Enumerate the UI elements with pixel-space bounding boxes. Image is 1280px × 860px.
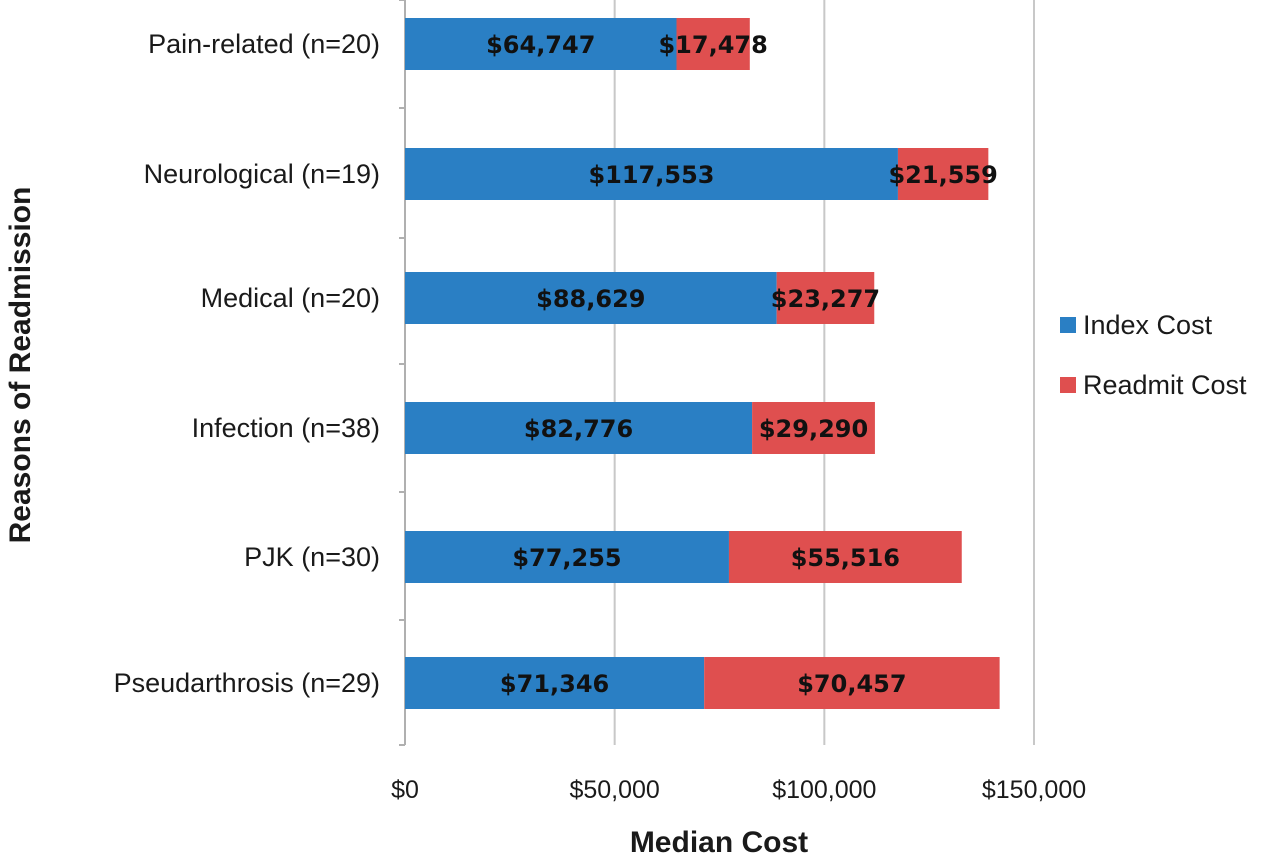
data-label: $23,277 <box>771 285 880 313</box>
category-label: Infection (n=38) <box>192 413 380 443</box>
legend-swatch <box>1060 317 1076 333</box>
legend-swatch <box>1060 377 1076 393</box>
bar-index-cost <box>405 402 753 454</box>
bar-readmit-cost <box>897 148 989 200</box>
bars: $64,747 $17,478 $117,553 $21,559 $88,629 $23,… <box>405 18 1000 709</box>
x-axis-title: Median Cost <box>630 826 808 859</box>
bar-index-cost <box>405 272 777 324</box>
legend-label: Index Cost <box>1083 310 1213 340</box>
data-label: $88,629 <box>536 285 645 313</box>
data-label: $82,776 <box>524 415 633 443</box>
category-label: Pain-related (n=20) <box>148 29 380 59</box>
data-label: $117,553 <box>588 161 714 189</box>
y-axis-title: Reasons of Readmission <box>4 187 37 544</box>
category-label: Medical (n=20) <box>201 283 380 313</box>
x-tick-label: $50,000 <box>569 776 659 804</box>
bar-readmit-cost <box>676 18 750 70</box>
x-tick-label: $100,000 <box>772 776 876 804</box>
bar-readmit-cost <box>752 402 875 454</box>
data-label: $21,559 <box>888 161 997 189</box>
x-tick-label: $150,000 <box>982 776 1086 804</box>
bar-readmit-cost <box>728 531 962 583</box>
bar-readmit-cost <box>776 272 875 324</box>
category-labels: Pain-related (n=20) Neurological (n=19) Me… <box>114 29 380 698</box>
bar-index-cost <box>405 18 677 70</box>
bar-index-cost <box>405 657 705 709</box>
data-label: $71,346 <box>500 670 609 698</box>
bar-index-cost <box>405 531 729 583</box>
axes <box>399 0 406 746</box>
bar-readmit-cost <box>704 657 1000 709</box>
category-label: Neurological (n=19) <box>144 159 380 189</box>
category-label: PJK (n=30) <box>244 542 380 572</box>
data-label: $55,516 <box>791 544 900 572</box>
data-label: $17,478 <box>658 31 767 59</box>
legend: Index Cost Readmit Cost <box>1060 310 1247 400</box>
data-label: $29,290 <box>759 415 868 443</box>
bar-index-cost <box>405 148 898 200</box>
gridlines <box>613 0 1035 745</box>
data-label: $64,747 <box>486 31 595 59</box>
x-tick-label: $0 <box>391 776 419 804</box>
legend-label: Readmit Cost <box>1083 370 1247 400</box>
x-tick-labels: $0 $50,000 $100,000 $150,000 <box>391 776 1086 804</box>
category-label: Pseudarthrosis (n=29) <box>114 668 380 698</box>
data-label: $70,457 <box>797 670 906 698</box>
data-label: $77,255 <box>512 544 621 572</box>
